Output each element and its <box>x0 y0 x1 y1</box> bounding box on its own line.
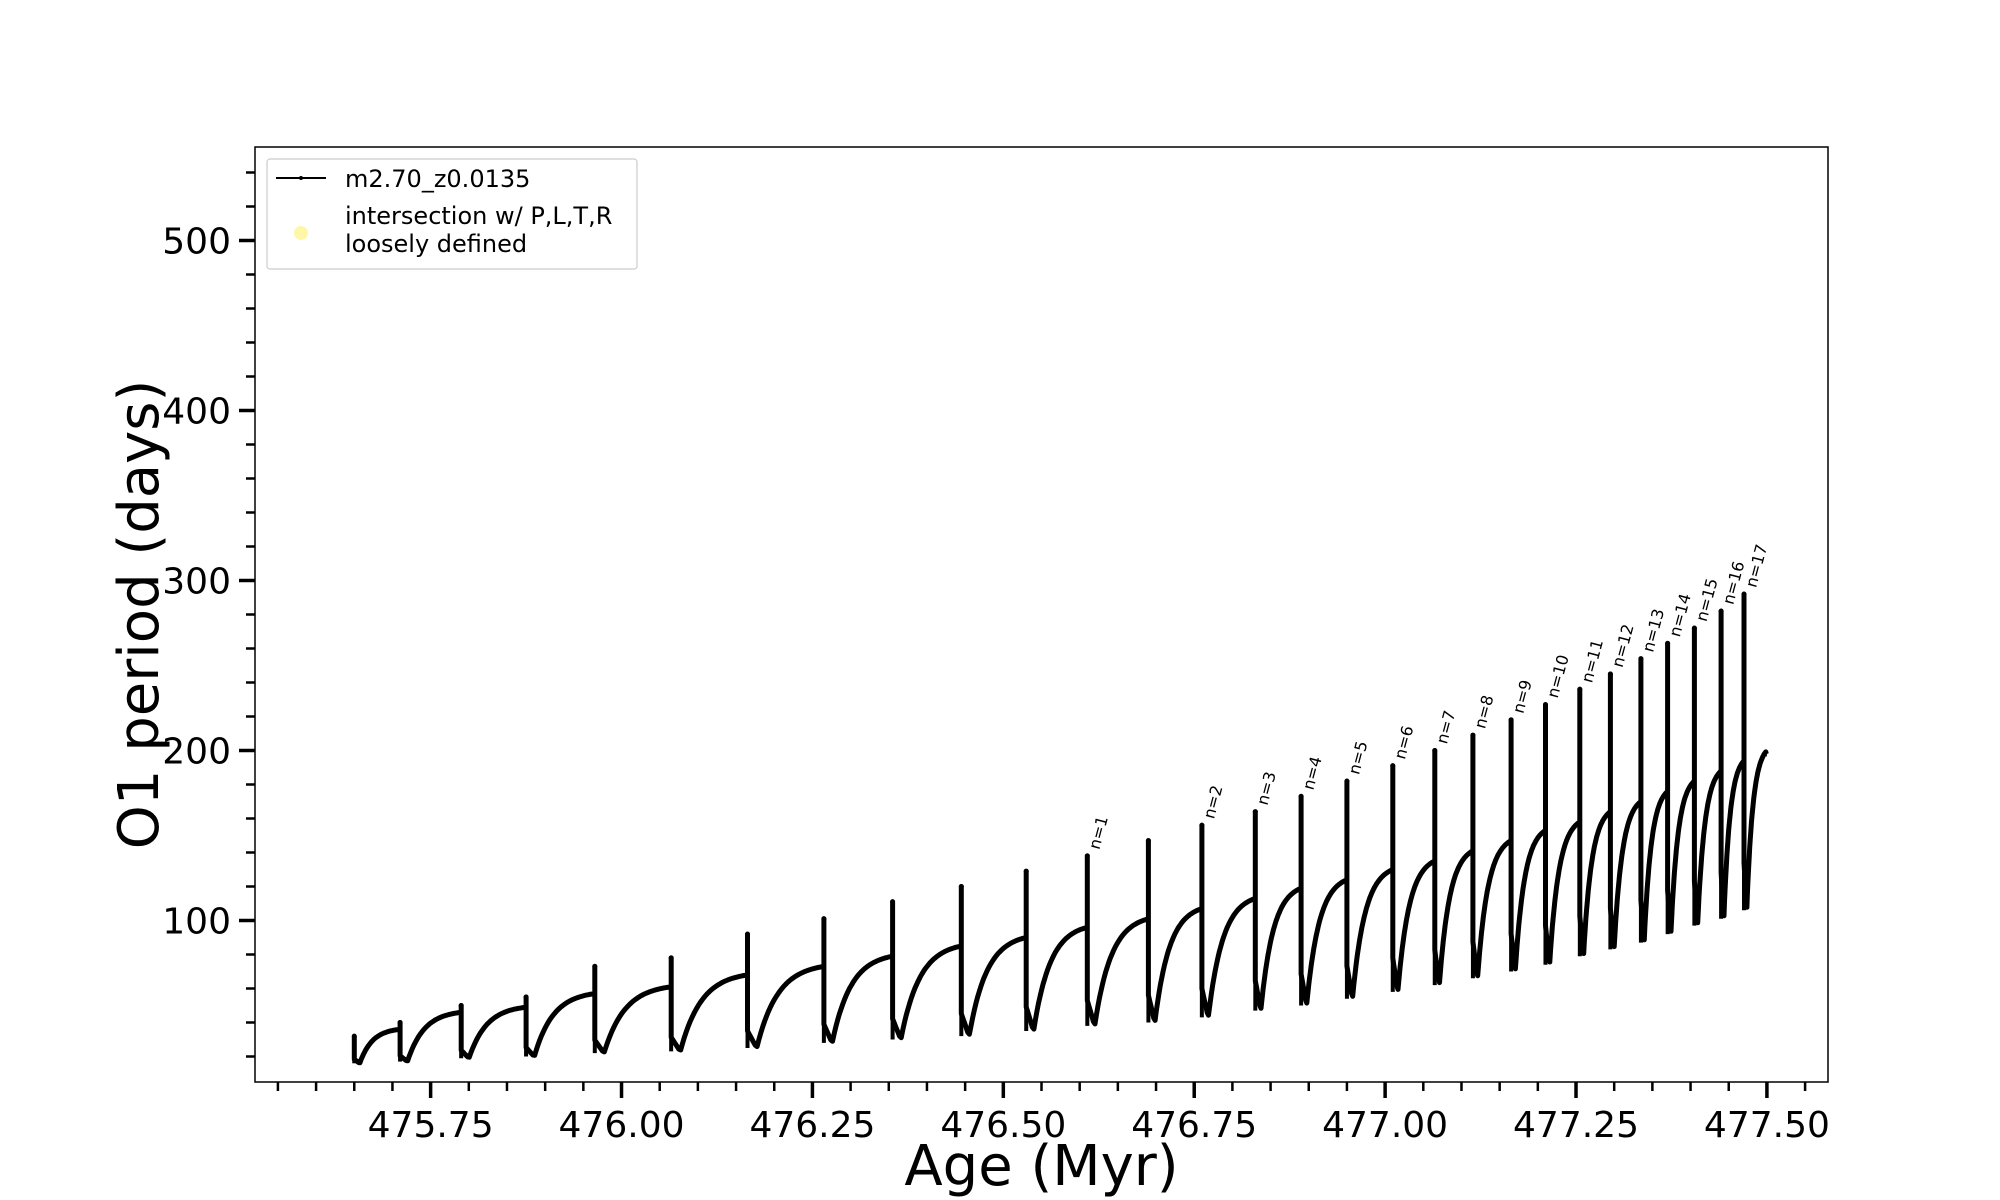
pulse-label: n=11 <box>1577 637 1607 684</box>
series-point <box>821 916 827 922</box>
legend: m2.70_z0.0135 intersection w/ P,L,T,R lo… <box>266 158 638 270</box>
series-point <box>1344 778 1350 784</box>
series-point <box>523 994 529 1000</box>
series-point <box>668 955 674 961</box>
series-point <box>1199 822 1205 828</box>
series-point <box>1718 608 1724 614</box>
x-tick-label: 477.25 <box>1513 1105 1639 1146</box>
series-point <box>1741 591 1747 597</box>
series-point <box>458 1003 464 1008</box>
pulse-label: n=9 <box>1509 678 1536 716</box>
series-point <box>1638 656 1644 662</box>
y-axis-title: O1 period (days) <box>107 380 172 850</box>
pulse-label: n=15 <box>1692 576 1722 623</box>
legend-label-intersection-line2: loosely defined <box>345 230 527 258</box>
y-tick-label: 400 <box>162 392 231 433</box>
y-tick-label: 100 <box>162 902 231 943</box>
pulse-label: n=2 <box>1199 783 1226 821</box>
series-point <box>1577 686 1583 692</box>
pulse-label: n=1 <box>1085 814 1112 852</box>
y-tick-label: 300 <box>162 562 231 603</box>
pulse-label: n=8 <box>1470 693 1497 731</box>
y-tick-label: 200 <box>162 732 231 773</box>
pulse-label: n=14 <box>1665 591 1695 638</box>
pulse-label: n=6 <box>1390 724 1417 762</box>
pulse-label: n=13 <box>1638 607 1668 654</box>
series-point <box>1542 702 1548 708</box>
x-tick-label: 476.50 <box>940 1105 1066 1146</box>
series-point <box>592 963 598 969</box>
series-layer <box>351 591 1769 1066</box>
series-line <box>351 591 1769 1066</box>
series-point <box>1432 748 1438 753</box>
y-tick-label: 500 <box>162 222 231 263</box>
series-point <box>1607 671 1613 677</box>
series-point <box>1298 793 1304 799</box>
pulse-label: n=12 <box>1608 622 1638 669</box>
y-axis: 100 200 300 400 500 <box>162 171 255 1058</box>
series-point <box>1252 809 1258 815</box>
series-point <box>745 931 751 937</box>
series-point <box>1508 717 1514 723</box>
x-tick-label: 476.25 <box>749 1105 875 1146</box>
x-tick-label: 476.75 <box>1131 1105 1257 1146</box>
pulse-label: n=5 <box>1344 739 1371 777</box>
x-tick-label: 476.00 <box>559 1105 685 1146</box>
x-axis: 475.75 476.00 476.25 476.50 476.75 477.00 477.… <box>276 1082 1830 1146</box>
series-point <box>1390 763 1396 769</box>
legend-box <box>266 158 638 270</box>
series-point <box>958 884 964 889</box>
plot-frame <box>254 146 1829 1083</box>
series-point <box>351 1033 357 1039</box>
legend-label-series: m2.70_z0.0135 <box>345 165 530 193</box>
series-point <box>1084 853 1090 859</box>
pulse-label: n=17 <box>1742 542 1772 589</box>
pulse-label: n=4 <box>1299 754 1326 792</box>
pulse-label: n=10 <box>1543 653 1573 700</box>
legend-label-intersection: intersection w/ P,L,T,R <box>345 202 612 230</box>
series-point <box>1665 640 1671 646</box>
series-point <box>890 899 896 905</box>
pulse-label: n=7 <box>1432 708 1459 746</box>
series-point <box>1470 732 1476 738</box>
series-point <box>1145 838 1151 844</box>
x-axis-title: Age (Myr) <box>904 1134 1178 1199</box>
series-point <box>1023 868 1029 874</box>
x-tick-label: 477.50 <box>1704 1105 1830 1146</box>
x-tick-label: 477.00 <box>1322 1105 1448 1146</box>
series-point <box>397 1020 403 1025</box>
legend-line-dot <box>299 176 303 180</box>
series-point <box>1691 625 1697 631</box>
pulse-label: n=3 <box>1253 770 1280 808</box>
legend-marker-swatch <box>294 226 308 240</box>
x-tick-label: 475.75 <box>368 1105 494 1146</box>
